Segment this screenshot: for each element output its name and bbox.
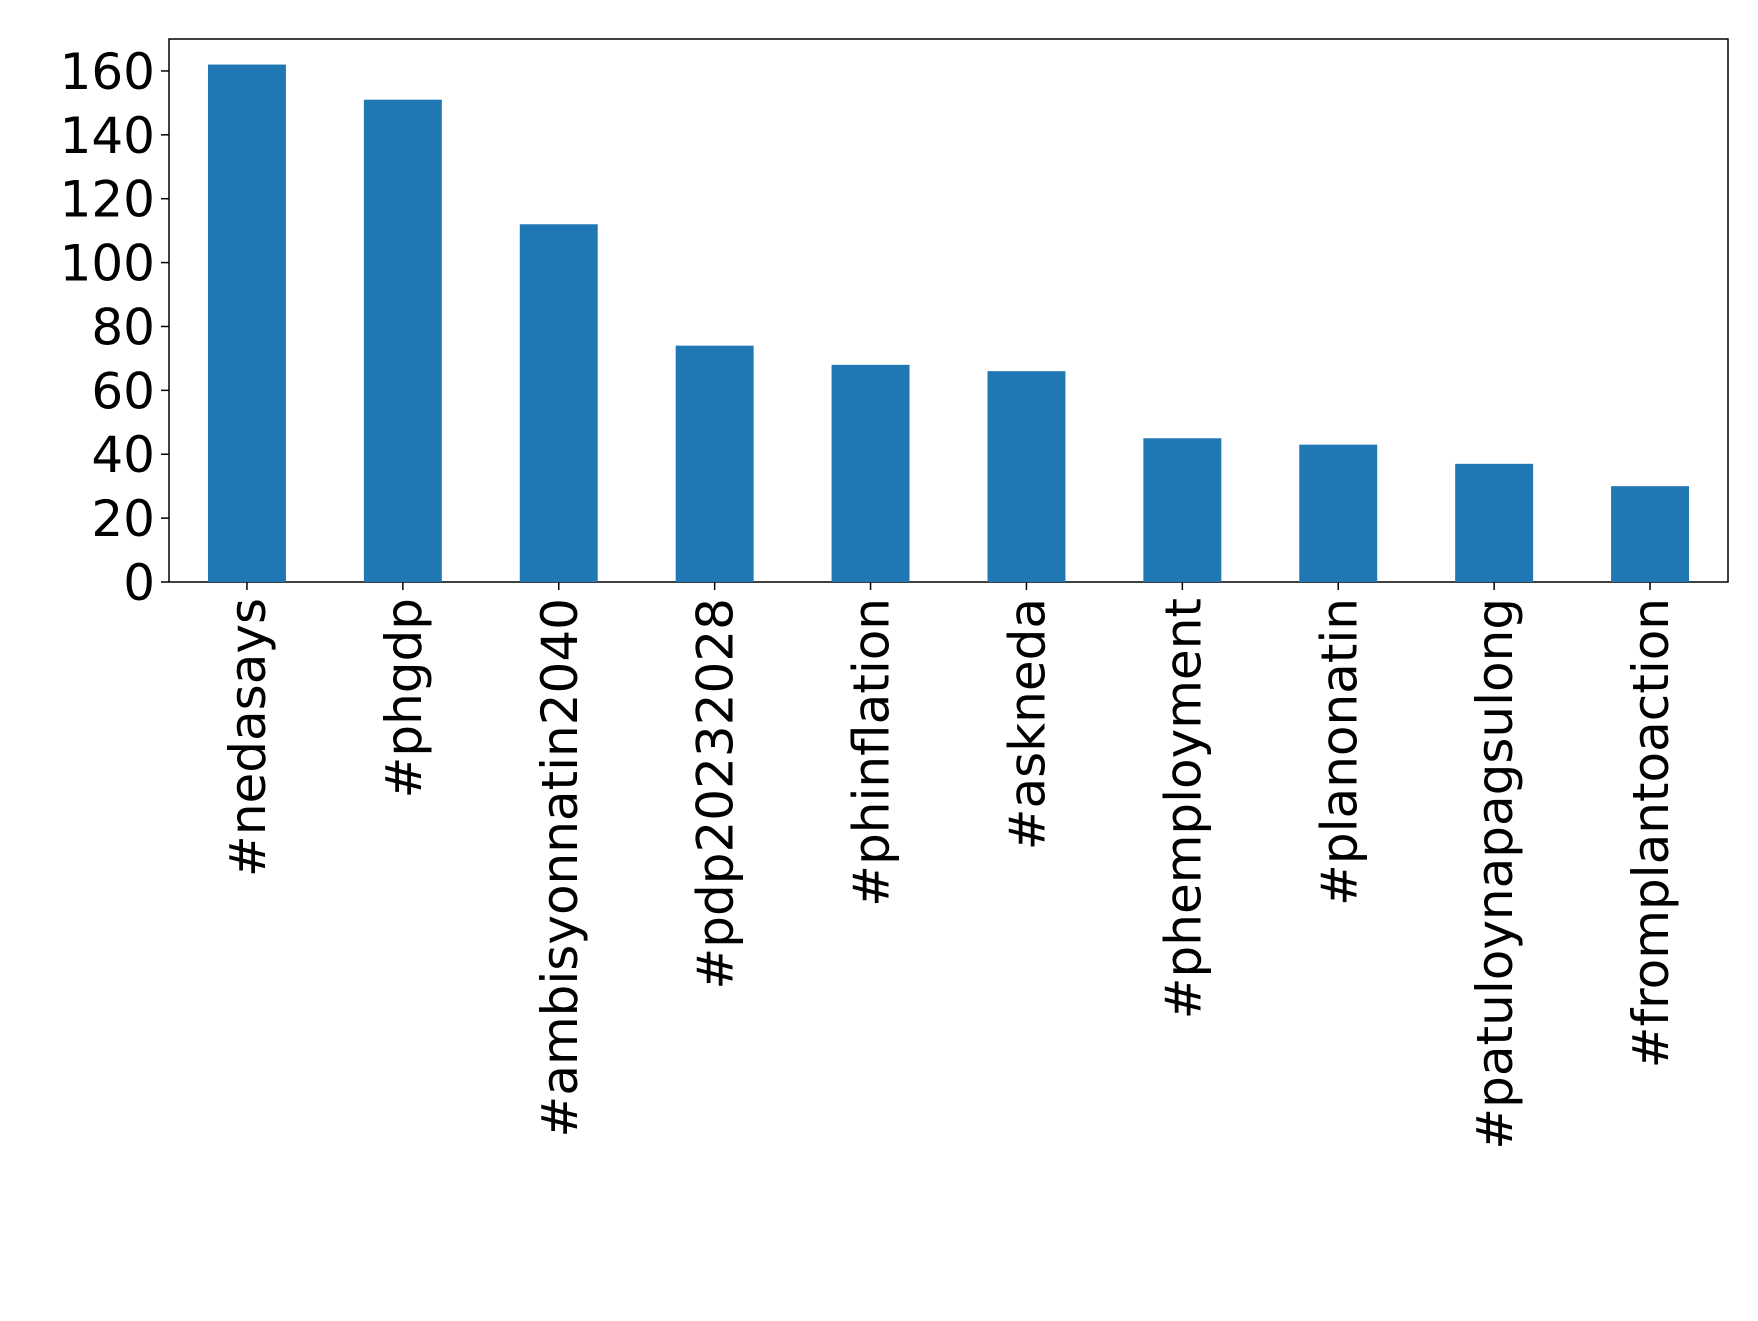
plot-frame bbox=[168, 38, 1729, 583]
bar bbox=[519, 224, 598, 582]
bar bbox=[363, 99, 442, 582]
bar bbox=[987, 371, 1066, 582]
x-tick-label: #ambisyonnatin2040 bbox=[531, 598, 589, 1138]
bar bbox=[207, 64, 286, 583]
bar bbox=[831, 364, 910, 582]
x-tick-label: #askneda bbox=[998, 598, 1056, 850]
x-tick-label: #planonatin bbox=[1310, 598, 1368, 906]
y-tick-label: 20 bbox=[91, 490, 155, 548]
y-tick-label: 140 bbox=[60, 107, 155, 165]
x-tick-label: #nedasays bbox=[219, 598, 277, 877]
x-tick-label: #phgdp bbox=[375, 598, 433, 799]
bar bbox=[1299, 444, 1378, 582]
y-tick-label: 160 bbox=[60, 43, 155, 101]
x-tick-label: #fromplantoaction bbox=[1622, 598, 1680, 1068]
y-tick-label: 40 bbox=[91, 426, 155, 484]
y-tick-label: 100 bbox=[60, 235, 155, 293]
x-tick-label: #phinflation bbox=[843, 598, 901, 907]
x-tick-label: #patuloynapagsulong bbox=[1466, 598, 1524, 1150]
y-tick-label: 60 bbox=[91, 362, 155, 420]
y-tick-label: 120 bbox=[60, 171, 155, 229]
bar bbox=[1143, 438, 1222, 582]
x-tick-label: #phemployment bbox=[1154, 598, 1212, 1019]
y-tick-label: 0 bbox=[123, 554, 155, 612]
bar bbox=[675, 345, 754, 582]
bar bbox=[1611, 486, 1690, 582]
y-tick-label: 80 bbox=[91, 298, 155, 356]
x-tick-label: #pdp20232028 bbox=[687, 598, 745, 990]
bar bbox=[1455, 463, 1534, 582]
